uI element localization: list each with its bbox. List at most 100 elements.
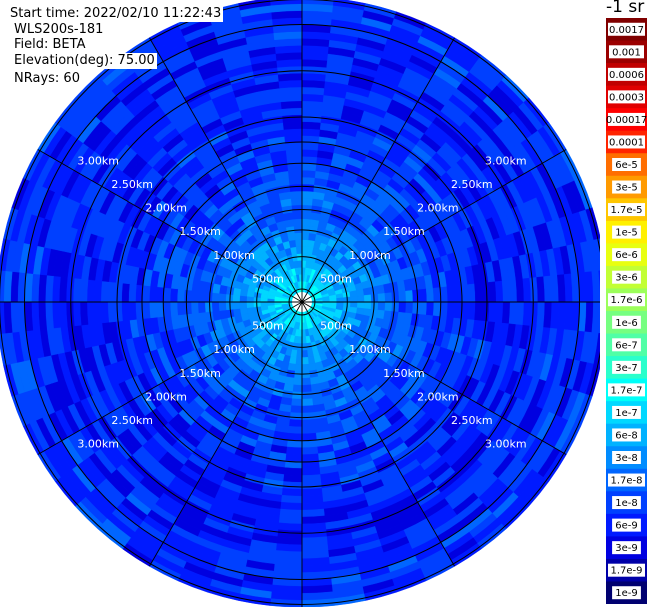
radar-bin: [280, 93, 303, 103]
radar-bin: [453, 301, 462, 319]
radar-bin: [301, 197, 314, 206]
radar-bin: [301, 557, 330, 566]
radar-bin: [239, 295, 248, 303]
radar-bin: [494, 280, 504, 303]
radar-bin: [377, 293, 386, 303]
radar-bin: [329, 298, 337, 303]
radar-bin: [204, 291, 213, 303]
colorbar-label: 1.7e-5: [610, 205, 642, 216]
radar-bin: [100, 280, 110, 303]
radar-bin: [301, 232, 310, 241]
colorbar-label-bg: [612, 451, 641, 464]
radar-bin: [301, 239, 309, 248]
radar-bin: [169, 288, 179, 303]
radar-bin: [288, 239, 297, 248]
radar-bin: [190, 290, 199, 303]
radar-bin: [543, 301, 552, 329]
radar-bin: [277, 529, 303, 539]
radar-bin: [370, 293, 379, 303]
radar-bin: [391, 291, 400, 303]
radar-bin: [292, 211, 303, 220]
radar-bin: [301, 176, 316, 185]
radar-bin: [58, 301, 68, 328]
radar-bin: [45, 274, 54, 303]
radar-bin: [176, 288, 185, 303]
colorbar-label-bg: [612, 586, 641, 600]
radar-bin: [405, 301, 414, 314]
range-ring: [24, 24, 580, 580]
field-name: Field: BETA: [12, 37, 88, 53]
radar-bin: [593, 238, 600, 272]
radar-bin: [238, 0, 272, 11]
radar-bin: [282, 481, 303, 490]
radar-bin: [301, 398, 314, 407]
radar-bin: [293, 218, 303, 227]
range-ring-label: 2.00km: [417, 202, 459, 215]
radar-bin: [289, 183, 303, 192]
colorbar-label-bg: [609, 45, 644, 59]
radar-bin: [297, 260, 303, 268]
radar-bin: [93, 301, 103, 324]
range-ring-label: 2.50km: [111, 178, 153, 191]
radar-bin: [301, 149, 319, 158]
colorbar-label: 6e-6: [615, 250, 638, 261]
radar-bin: [356, 288, 365, 297]
colorbar-label-bg: [608, 383, 645, 397]
radar-bin: [370, 301, 379, 311]
radar-bin: [190, 301, 199, 314]
radar-bin: [412, 289, 421, 303]
radar-bin: [488, 281, 497, 303]
colorbar-label: 1.7e-9: [610, 566, 642, 577]
radial-line: [301, 301, 455, 567]
radar-bin: [453, 285, 462, 303]
radar-bin: [295, 350, 303, 358]
radar-bin: [79, 278, 89, 303]
radar-bin: [121, 282, 130, 303]
radar-bin: [405, 290, 414, 303]
radar-bin: [508, 301, 518, 325]
radar-bin: [281, 488, 303, 497]
range-ring-label: 1.50km: [383, 225, 425, 238]
radar-bin: [292, 384, 303, 393]
radar-bin: [225, 301, 234, 311]
range-ring-label: 500m: [252, 320, 284, 333]
start-time: Start time: 2022/02/10 11:22:43: [8, 6, 224, 22]
radar-bin: [142, 285, 151, 303]
radar-bin: [246, 295, 254, 303]
radar-bin: [274, 557, 303, 566]
colorbar-label-bg: [612, 248, 641, 262]
radar-bin: [79, 301, 89, 326]
radar-bin: [295, 239, 303, 248]
radar-bin: [211, 301, 220, 312]
colorbar-label: 1e-9: [615, 588, 638, 599]
radar-bin: [65, 277, 75, 303]
colorbar-label-bg: [608, 90, 645, 104]
range-ring-label: 3.00km: [77, 154, 119, 167]
radar-bin: [301, 501, 324, 511]
colorbar-label: 3e-5: [615, 183, 638, 194]
radar-bin: [301, 467, 321, 476]
radar-bin: [301, 329, 306, 337]
radial-lines: [0, 0, 600, 607]
radar-bin: [356, 295, 365, 303]
colorbar: 0.0017 0.001 0.0006 0.0003 0.00017 0.0001 6e-5…: [606, 18, 647, 604]
radar-bin: [301, 336, 307, 344]
radar-bin: [301, 350, 309, 358]
colorbar-label-bg: [608, 473, 645, 487]
radar-bin: [301, 142, 319, 151]
radar-bin: [508, 279, 518, 303]
colorbar-label: 0.001: [612, 47, 641, 58]
radar-bin: [301, 543, 329, 552]
radar-bin: [282, 474, 303, 483]
radar-bin: [291, 204, 303, 213]
colorbar-label-bg: [608, 135, 645, 149]
radar-bin: [121, 301, 130, 322]
radar-bin: [290, 190, 303, 199]
radar-bin: [301, 550, 330, 559]
radar-bin: [183, 301, 192, 315]
radar-bin: [350, 301, 358, 309]
range-ring-label: 500m: [320, 320, 352, 333]
radar-bin: [529, 301, 539, 327]
radar-bin: [287, 163, 303, 172]
range-ring-label: 1.50km: [179, 367, 221, 380]
